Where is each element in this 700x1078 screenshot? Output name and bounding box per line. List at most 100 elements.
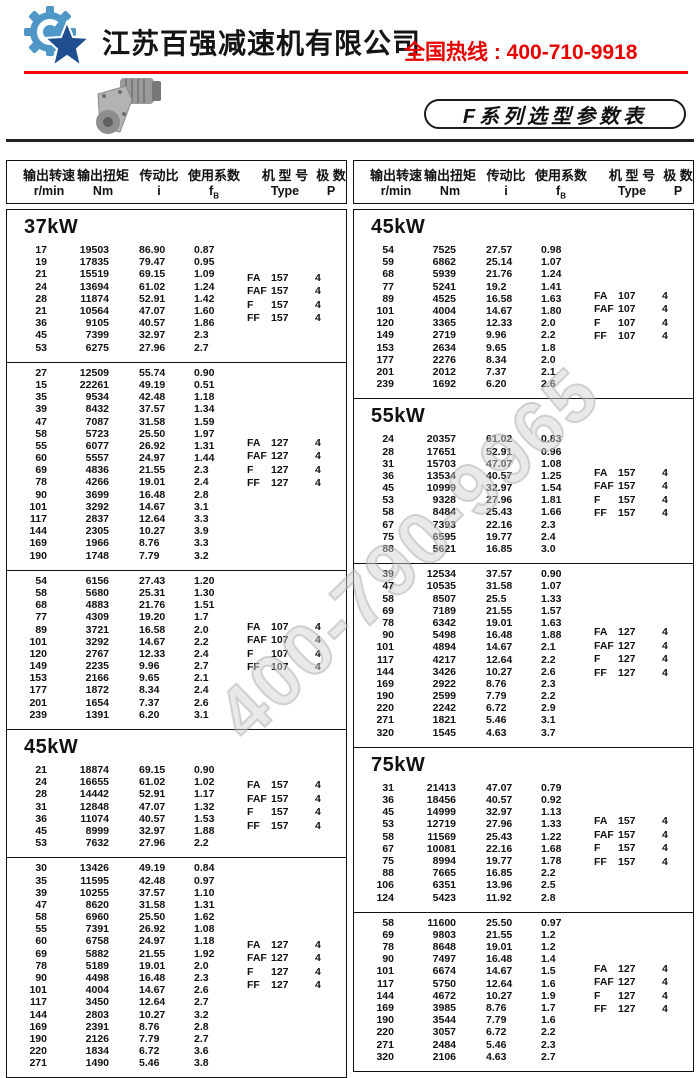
torque-value: 3292 xyxy=(85,500,109,513)
table-row: 58 5680 25.31 1.30 xyxy=(7,587,346,599)
ratio-value: 42.48 xyxy=(139,391,166,404)
ratio-value: 31.58 xyxy=(139,898,166,911)
table-row: 53 12719 27.96 1.33 xyxy=(354,818,693,830)
speed-value: 45 xyxy=(35,824,47,837)
factor-value: 1.07 xyxy=(541,580,562,593)
table-row: 36 9105 40.57 1.86 xyxy=(7,317,346,329)
header-torque-unit: Nm xyxy=(92,184,114,198)
torque-value: 9105 xyxy=(85,317,109,330)
factor-value: 1.10 xyxy=(194,886,215,899)
ratio-value: 37.57 xyxy=(139,403,166,416)
torque-value: 1748 xyxy=(85,549,109,562)
model-prefix: FF xyxy=(594,330,607,343)
speed-value: 28 xyxy=(382,445,394,458)
model-type-row: FF 157 4 xyxy=(247,311,327,325)
speed-value: 53 xyxy=(382,494,394,507)
table-row: 68 5939 21.76 1.24 xyxy=(354,268,693,280)
model-prefix: FF xyxy=(247,979,260,992)
ratio-value: 25.43 xyxy=(486,830,513,843)
torque-value: 10564 xyxy=(79,305,109,318)
speed-value: 60 xyxy=(35,935,47,948)
speed-value: 190 xyxy=(29,1032,47,1045)
parameter-tables: 输出转速 输出扭矩 传动比 使用系数 机 型 号 极 数 r/min Nm i … xyxy=(6,160,694,1078)
header-ratio-cn: 传动比 xyxy=(486,168,526,183)
ratio-value: 61.02 xyxy=(139,280,166,293)
table-row: 78 4266 19.01 2.4 xyxy=(7,476,346,488)
table-row: 75 6595 19.77 2.4 xyxy=(354,531,693,543)
poles-value: 4 xyxy=(662,962,668,975)
torque-value: 2012 xyxy=(432,365,456,378)
model-prefix: F xyxy=(247,298,254,311)
table-row: 21 18874 69.15 0.90 xyxy=(7,764,346,776)
poles-value: 4 xyxy=(315,965,321,978)
model-type-list: FA 157 4 FAF 157 4 F 157 4 FF 157 4 xyxy=(594,466,674,520)
table-row: 58 8484 25.43 1.66 xyxy=(354,506,693,518)
table-row: 53 9328 27.96 1.81 xyxy=(354,494,693,506)
torque-value: 19503 xyxy=(79,244,109,257)
speed-value: 54 xyxy=(35,574,47,587)
factor-value: 3.2 xyxy=(194,1008,209,1021)
header-factor-cn: 使用系数 xyxy=(534,168,588,183)
model-prefix: FF xyxy=(247,312,260,325)
ratio-value: 6.72 xyxy=(486,702,507,715)
ratio-value: 14.67 xyxy=(139,635,166,648)
data-rows: 54 7525 27.57 0.98 59 6862 25.14 1.07 68 5939 21.7… xyxy=(354,242,693,390)
ratio-value: 86.90 xyxy=(139,244,166,257)
ratio-value: 11.92 xyxy=(486,891,512,904)
ratio-value: 8.34 xyxy=(486,353,507,366)
ratio-value: 16.48 xyxy=(139,972,166,985)
header-type-unit: Type xyxy=(270,184,300,198)
factor-value: 2.1 xyxy=(541,641,556,654)
factor-value: 0.95 xyxy=(194,256,215,269)
table-row: 169 3985 8.76 1.7 xyxy=(354,1002,693,1014)
table-header: 输出转速 输出扭矩 传动比 使用系数 机 型 号 极 数 r/min Nm i … xyxy=(6,160,347,204)
speed-value: 201 xyxy=(29,696,47,709)
table-row: 54 7525 27.57 0.98 xyxy=(354,244,693,256)
poles-value: 4 xyxy=(315,285,321,298)
torque-value: 5189 xyxy=(85,959,109,972)
speed-value: 39 xyxy=(35,403,47,416)
poles-value: 4 xyxy=(662,976,668,988)
model-size: 107 xyxy=(271,661,289,674)
table-blocks-right: 45kW 54 7525 27.57 0.98 59 6862 25.14 1.07 68 5939… xyxy=(353,209,694,1072)
model-type-row: F 127 4 xyxy=(247,965,327,979)
factor-value: 1.5 xyxy=(541,965,556,978)
ratio-value: 14.67 xyxy=(139,984,166,997)
model-prefix: F xyxy=(594,653,601,666)
ratio-value: 22.16 xyxy=(486,518,513,531)
torque-value: 6342 xyxy=(432,616,456,629)
torque-value: 4004 xyxy=(432,305,456,318)
power-rating-title: 45kW xyxy=(371,216,426,238)
data-rows: 39 12534 37.57 0.90 47 10535 31.58 1.07 58 8507 25… xyxy=(354,566,693,739)
ratio-value: 25.5 xyxy=(486,592,507,605)
torque-value: 5557 xyxy=(85,452,109,465)
speed-value: 36 xyxy=(382,794,394,807)
factor-value: 2.6 xyxy=(541,665,556,678)
model-type-row: F 107 4 xyxy=(594,316,674,330)
torque-value: 5423 xyxy=(432,891,456,904)
table-row: 69 7189 21.55 1.57 xyxy=(354,605,693,617)
speed-value: 101 xyxy=(29,984,47,997)
model-type-row: FF 157 4 xyxy=(247,819,327,833)
table-row: 24 16655 61.02 1.02 xyxy=(7,776,346,788)
ratio-value: 19.20 xyxy=(139,611,166,624)
factor-value: 1.31 xyxy=(194,439,215,452)
speed-value: 19 xyxy=(35,256,47,269)
model-prefix: FF xyxy=(594,507,607,520)
speed-value: 69 xyxy=(382,928,394,941)
ratio-value: 21.55 xyxy=(139,947,166,960)
speed-value: 45 xyxy=(382,482,394,495)
model-type-row: F 107 4 xyxy=(247,647,327,661)
torque-value: 12719 xyxy=(426,818,456,831)
model-prefix: FA xyxy=(247,779,261,792)
data-rows: 17 19503 86.90 0.87 19 17835 79.47 0.95 21 15519 6… xyxy=(7,242,346,354)
torque-value: 18874 xyxy=(79,764,109,777)
speed-value: 89 xyxy=(35,623,47,636)
table-row: 39 8432 37.57 1.34 xyxy=(7,403,346,415)
ratio-value: 5.46 xyxy=(139,1057,160,1070)
factor-value: 2.4 xyxy=(194,476,209,489)
factor-value: 0.92 xyxy=(541,794,562,807)
ratio-value: 12.33 xyxy=(486,317,513,330)
table-row: 120 2767 12.33 2.4 xyxy=(7,648,346,660)
table-row: 117 4217 12.64 2.2 xyxy=(354,653,693,666)
